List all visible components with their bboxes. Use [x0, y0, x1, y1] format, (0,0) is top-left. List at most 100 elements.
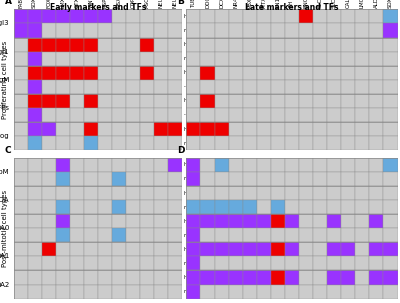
Bar [14, 256, 28, 271]
Bar [56, 66, 70, 80]
Bar [313, 271, 327, 285]
Bar [154, 172, 168, 186]
Bar [98, 285, 112, 299]
Bar [42, 52, 56, 66]
Bar [14, 122, 28, 136]
Bar [28, 94, 42, 108]
Text: B: B [178, 0, 184, 6]
Bar [28, 122, 42, 136]
Bar [229, 108, 243, 122]
Text: NbDA: NbDA [0, 197, 9, 203]
Bar [126, 172, 140, 186]
Bar [56, 242, 70, 256]
Bar [214, 256, 229, 271]
Bar [229, 172, 243, 186]
Bar [355, 158, 369, 172]
Bar [384, 80, 398, 94]
Bar [126, 271, 140, 285]
Bar [384, 242, 398, 256]
Bar [229, 122, 243, 136]
Bar [341, 38, 355, 52]
Bar [70, 108, 84, 122]
Bar [200, 256, 214, 271]
Text: m: m [184, 205, 189, 210]
Bar [200, 186, 214, 200]
Bar [229, 228, 243, 242]
Bar [299, 214, 313, 228]
Bar [14, 172, 28, 186]
Bar [214, 80, 229, 94]
Bar [243, 52, 257, 66]
Bar [229, 214, 243, 228]
Bar [285, 66, 299, 80]
Bar [186, 200, 200, 214]
Bar [355, 52, 369, 66]
Bar [56, 52, 70, 66]
Text: NbM: NbM [0, 169, 9, 175]
Bar [369, 172, 384, 186]
Bar [112, 172, 126, 186]
Bar [285, 52, 299, 66]
Bar [126, 23, 140, 38]
Bar [200, 52, 214, 66]
Bar [229, 271, 243, 285]
Bar [112, 136, 126, 150]
Bar [271, 23, 285, 38]
Bar [42, 108, 56, 122]
Text: ProgM: ProgM [0, 77, 9, 83]
Bar [200, 214, 214, 228]
Bar [70, 122, 84, 136]
Bar [285, 285, 299, 299]
Bar [285, 38, 299, 52]
Bar [154, 108, 168, 122]
Bar [14, 186, 28, 200]
Bar [369, 108, 384, 122]
Bar [42, 285, 56, 299]
Bar [285, 214, 299, 228]
Bar [243, 23, 257, 38]
Text: BNC2: BNC2 [304, 0, 308, 8]
Bar [14, 200, 28, 214]
Bar [186, 242, 200, 256]
Bar [70, 242, 84, 256]
Bar [243, 66, 257, 80]
Bar [271, 80, 285, 94]
Bar [140, 94, 154, 108]
Text: DA0: DA0 [0, 225, 9, 231]
Text: OTX2: OTX2 [74, 0, 79, 8]
Bar [257, 158, 271, 172]
Bar [229, 186, 243, 200]
Bar [56, 214, 70, 228]
Text: m: m [184, 289, 189, 294]
Bar [14, 52, 28, 66]
Bar [271, 66, 285, 80]
Bar [313, 186, 327, 200]
Bar [168, 136, 182, 150]
Bar [355, 38, 369, 52]
Bar [84, 271, 98, 285]
Bar [28, 9, 42, 23]
Bar [341, 108, 355, 122]
Bar [42, 158, 56, 172]
Bar [200, 285, 214, 299]
Bar [243, 122, 257, 136]
Bar [42, 23, 56, 38]
Text: FOXA2: FOXA2 [46, 0, 51, 8]
Bar [271, 271, 285, 285]
Text: NEUROD1: NEUROD1 [173, 0, 178, 8]
Bar [140, 158, 154, 172]
Bar [384, 9, 398, 23]
Bar [168, 108, 182, 122]
Bar [384, 256, 398, 271]
Bar [98, 80, 112, 94]
Bar [214, 66, 229, 80]
Bar [70, 172, 84, 186]
Bar [384, 214, 398, 228]
Bar [285, 136, 299, 150]
Bar [98, 38, 112, 52]
Bar [214, 214, 229, 228]
Bar [154, 200, 168, 214]
Bar [285, 23, 299, 38]
Bar [140, 52, 154, 66]
Bar [98, 23, 112, 38]
